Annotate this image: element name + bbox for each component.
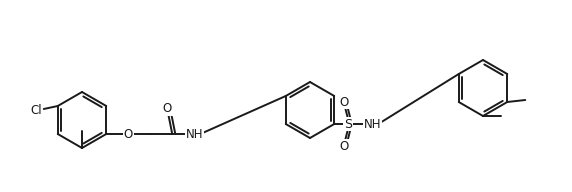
Text: O: O [162,103,172,116]
Text: NH: NH [185,127,203,141]
Text: Cl: Cl [30,104,42,118]
Text: O: O [124,127,133,141]
Text: O: O [340,140,349,152]
Text: O: O [340,95,349,108]
Text: NH: NH [363,118,381,131]
Text: S: S [344,118,352,131]
